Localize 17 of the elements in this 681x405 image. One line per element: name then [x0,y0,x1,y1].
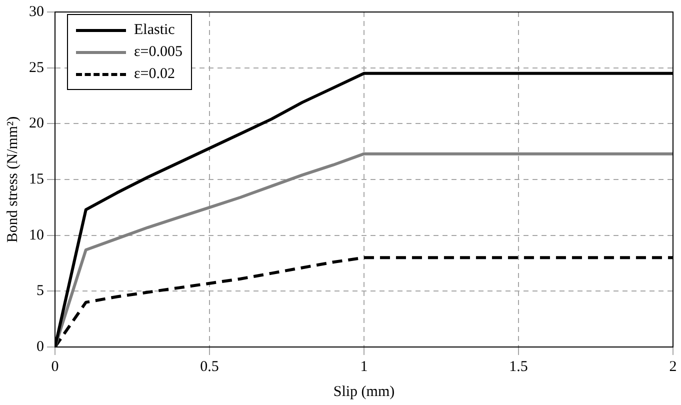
x-tick-label: 2 [669,358,677,375]
y-tick-label: 15 [29,171,44,188]
y-tick-label: 10 [29,227,44,244]
legend-label: Elastic [134,22,175,38]
y-tick-label: 20 [29,116,44,132]
x-tick-label: 0.5 [200,358,219,375]
y-tick-label: 0 [36,338,44,355]
x-axis-title: Slip (mm) [333,384,395,400]
x-tick-label: 0 [51,358,59,375]
x-tick-label: 1.5 [509,358,528,375]
x-tick-label: 1 [360,358,368,375]
y-tick-label: 5 [36,283,44,300]
legend-label: ε=0.02 [134,66,176,82]
y-tick-label: 25 [29,60,44,76]
y-tick-label: 30 [29,4,44,20]
legend-label: ε=0.005 [134,44,183,60]
y-axis-title: Bond stress (N/mm²) [4,116,21,243]
